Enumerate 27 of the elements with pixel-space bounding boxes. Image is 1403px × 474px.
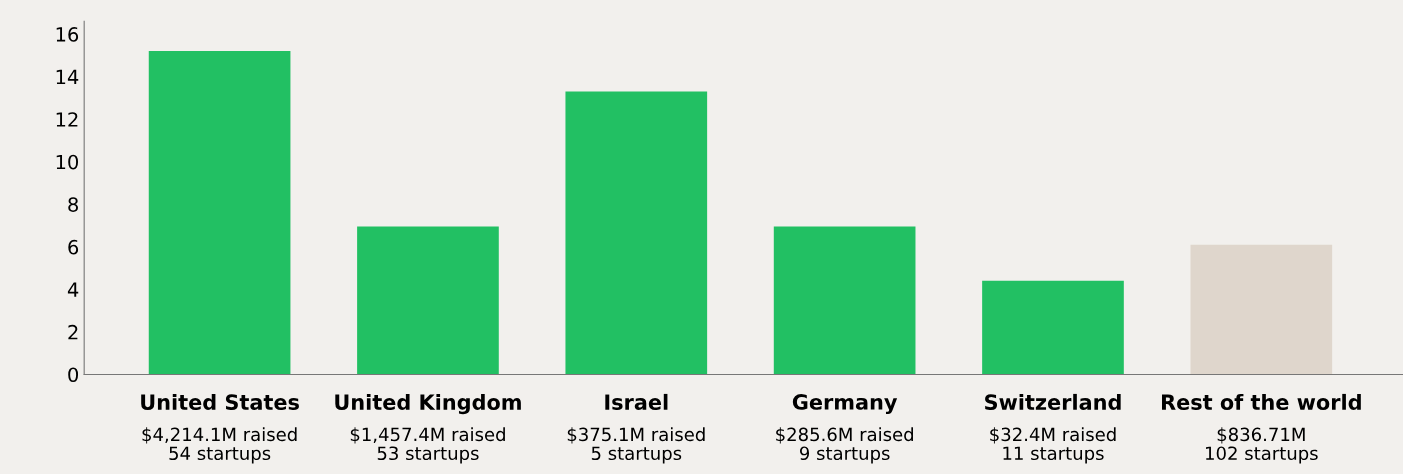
bar [565,91,708,375]
y-tick-label: 6 [68,239,79,255]
text: $836.71M 102 startups [1206,427,1318,464]
x-tick-label: United States [141,393,299,411]
y-tick-label: 4 [67,282,79,297]
y-tick-label: 2 [68,324,78,340]
y-tick-label: 12 [56,112,78,127]
x-tick-label: Israel [605,393,668,411]
x-tick-label: Rest of the world [1162,393,1361,411]
bar [773,226,916,375]
y-tick-label: 8 [68,197,78,212]
text: $32.4M raised 11 startups [990,427,1116,464]
text: $285.6M raised 9 startups [776,427,913,464]
bar [148,51,291,375]
x-tick-label: Germany [792,394,898,415]
y-tick-label: 16 [56,27,79,42]
y-tick-label: 14 [56,69,79,85]
y-tick-label: 10 [56,154,79,170]
text: $1,457.4M raised 53 startups [350,427,505,464]
text: $375.1M raised 5 startups [567,427,705,464]
x-tick-label: United Kingdom [335,393,521,415]
bar [982,280,1124,375]
bar [1190,244,1333,375]
y-tick-label: 0 [68,367,79,383]
x-tick-label: Switzerland [985,393,1121,411]
text: $4,214.1M raised 54 startups [142,427,297,464]
bar [357,226,499,375]
